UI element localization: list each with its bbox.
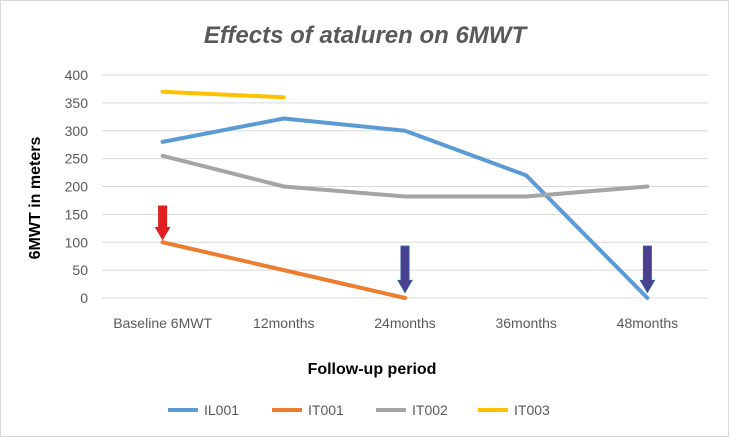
y-tick-label: 200 xyxy=(65,179,89,195)
y-tick-label: 400 xyxy=(65,67,89,83)
x-tick-label: Baseline 6MWT xyxy=(113,315,212,331)
series-line-it003 xyxy=(160,89,286,100)
y-tick-label: 0 xyxy=(80,290,88,306)
x-tick-label: 24months xyxy=(374,315,435,331)
legend-label: IL001 xyxy=(204,402,239,418)
annotation-arrows xyxy=(154,205,656,294)
y-tick-label: 350 xyxy=(65,95,89,111)
purple-arrow xyxy=(397,245,413,294)
series-line-it001 xyxy=(160,240,407,300)
series-line-il001 xyxy=(160,116,650,300)
y-axis-title: 6MWT in meters xyxy=(27,137,44,260)
red-arrow xyxy=(154,205,171,241)
legend: IL001 IT001 IT002 IT003 xyxy=(168,402,550,418)
legend-item-it003: IT003 xyxy=(478,402,550,418)
legend-item-it001: IT001 xyxy=(272,402,344,418)
purple-arrow xyxy=(639,245,656,294)
gridlines xyxy=(102,74,708,299)
y-tick-label: 50 xyxy=(72,262,88,278)
chart-title: Effects of ataluren on 6MWT xyxy=(204,22,529,49)
y-tick-label: 150 xyxy=(65,206,89,222)
y-tick-label: 300 xyxy=(65,123,89,139)
x-tick-label: 12months xyxy=(253,315,314,331)
y-tick-label: 250 xyxy=(65,151,89,167)
legend-item-it002: IT002 xyxy=(376,402,448,418)
x-tick-labels: Baseline 6MWT 12months 24months 36months 48m… xyxy=(113,315,678,331)
series-lines xyxy=(160,89,650,300)
legend-label: IT003 xyxy=(514,402,550,418)
legend-item-il001: IL001 xyxy=(168,402,239,418)
series-line-it002 xyxy=(160,153,650,199)
x-axis-title: Follow-up period xyxy=(308,361,437,378)
legend-label: IT002 xyxy=(412,402,448,418)
legend-label: IT001 xyxy=(308,402,344,418)
y-tick-labels: 0 50 100 150 200 250 300 350 400 xyxy=(65,67,89,306)
x-tick-label: 36months xyxy=(495,315,556,331)
x-tick-label: 48months xyxy=(617,315,678,331)
y-tick-label: 100 xyxy=(65,234,89,250)
